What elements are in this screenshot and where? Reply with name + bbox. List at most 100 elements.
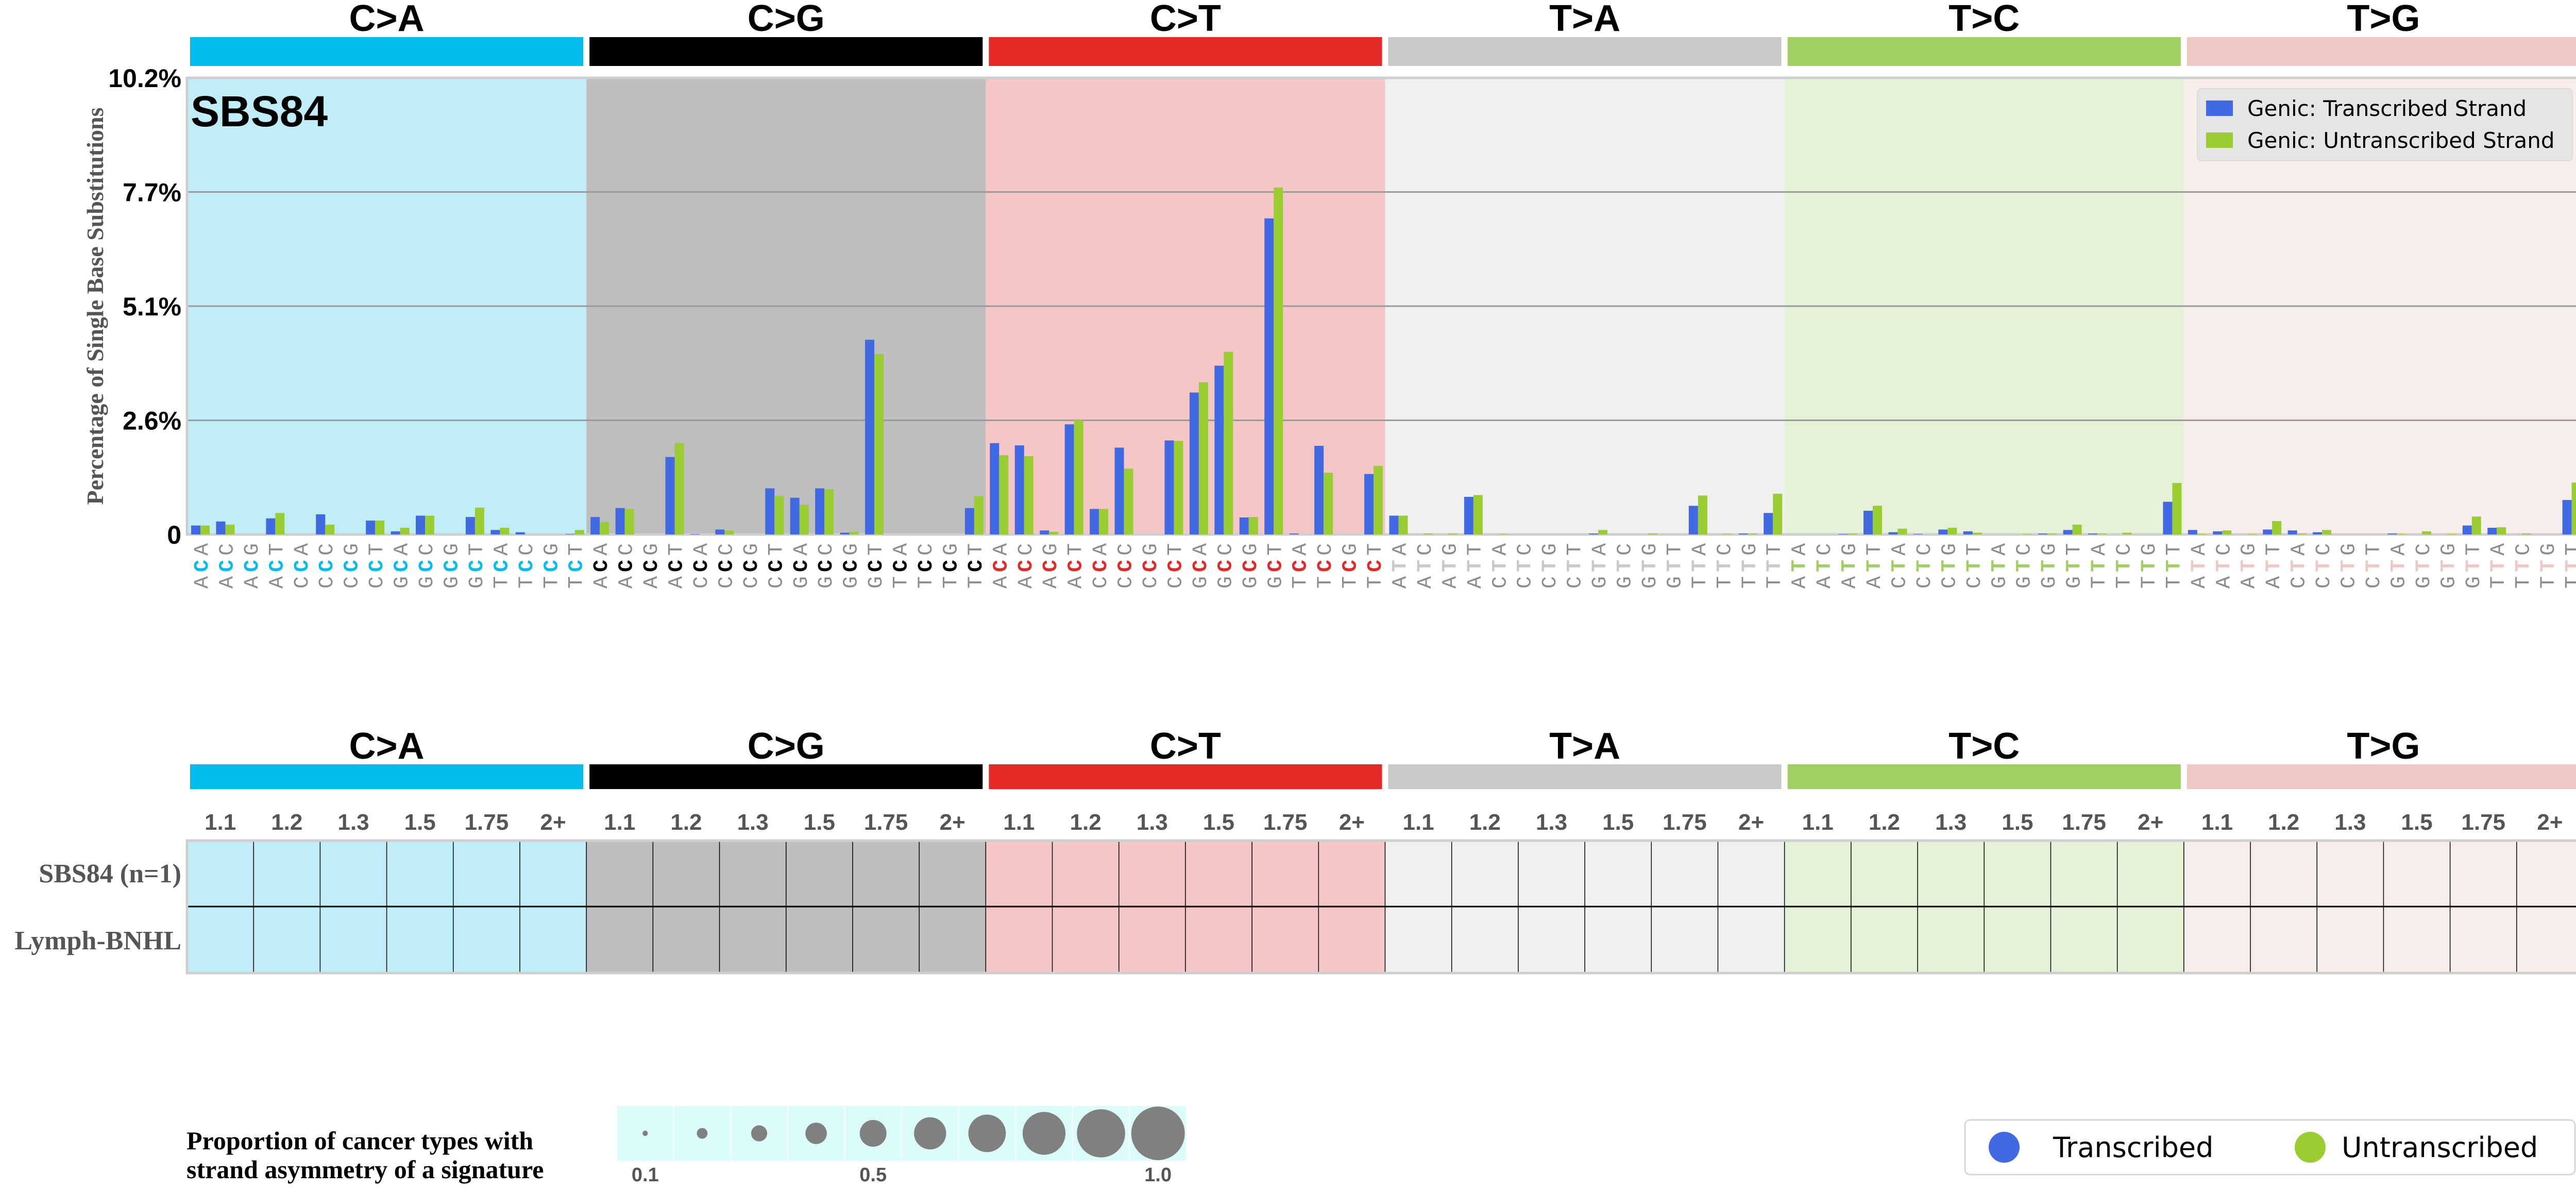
context-letter: C — [291, 572, 314, 589]
context-label: TTT — [2163, 539, 2186, 589]
context-letter: C — [540, 556, 564, 572]
context-letter: C — [391, 556, 414, 572]
context-letter: C — [690, 556, 714, 572]
strand-legend-marker — [2295, 1132, 2326, 1163]
context-letter: T — [1764, 539, 1787, 556]
context-letter: T — [1439, 556, 1462, 572]
bin-label: 1.75 — [1663, 810, 1707, 835]
bar-untranscribed — [1024, 456, 1033, 534]
context-label: GTG — [2038, 539, 2061, 589]
context-label: CTC — [1514, 539, 1537, 589]
context-label: GCT — [1264, 539, 1287, 589]
context-letter: C — [815, 556, 838, 572]
context-label: TCA — [890, 539, 913, 589]
bar-transcribed — [2387, 533, 2397, 534]
bar-transcribed — [615, 508, 625, 534]
context-letter: G — [1938, 539, 1961, 556]
context-letter: T — [1164, 539, 1188, 556]
context-label: ATG — [1439, 539, 1462, 589]
strand-legend-label: Untranscribed — [2342, 1131, 2538, 1164]
context-letter: C — [341, 556, 364, 572]
context-letter: T — [2263, 539, 2286, 556]
context-letter: G — [1214, 572, 1238, 589]
context-label: CTA — [1489, 539, 1512, 589]
bar-untranscribed — [1473, 495, 1483, 534]
context-letter: T — [965, 572, 988, 589]
context-label: TTC — [2513, 539, 2536, 589]
bar-untranscribed — [2222, 530, 2232, 534]
bar-untranscribed — [1423, 533, 1433, 534]
bar-untranscribed — [2322, 530, 2332, 534]
bar-transcribed — [2163, 501, 2173, 534]
context-letter: C — [1090, 556, 1113, 572]
context-letter: C — [1164, 572, 1188, 589]
bin-label: 1.3 — [1137, 810, 1168, 835]
signature-label: SBS84 — [191, 87, 328, 136]
bar-transcribed — [2088, 533, 2098, 534]
context-label: ATA — [1789, 539, 1812, 589]
context-label: ACC — [216, 539, 239, 589]
bar-untranscribed — [1897, 528, 1907, 534]
grid-frame — [185, 839, 2576, 975]
context-label: CTC — [2313, 539, 2336, 589]
context-letter: T — [1988, 556, 2011, 572]
bar-untranscribed — [2047, 533, 2057, 534]
context-letter: C — [2313, 539, 2336, 556]
context-letter: T — [2387, 556, 2411, 572]
context-letter: G — [440, 539, 464, 556]
bar-transcribed — [1863, 510, 1873, 534]
context-letter: C — [1340, 556, 1363, 572]
context-letter: A — [590, 539, 614, 556]
context-letter: C — [666, 556, 689, 572]
context-letter: A — [590, 572, 614, 589]
context-label: TCC — [915, 539, 938, 589]
context-label: ATC — [1414, 539, 1437, 589]
context-label: ACT — [666, 539, 689, 589]
context-letter: T — [1739, 572, 1762, 589]
context-label: ATG — [1839, 539, 1862, 589]
context-letter: A — [1863, 572, 1887, 589]
context-letter: C — [765, 556, 788, 572]
mutation-type-color-bar — [589, 37, 983, 66]
context-letter: G — [241, 539, 264, 556]
bubble — [642, 1130, 648, 1136]
bin-label: 1.5 — [1203, 810, 1234, 835]
mutation-type-header: C>A — [349, 0, 425, 39]
context-letter: G — [391, 572, 414, 589]
context-label: ACT — [1065, 539, 1088, 589]
context-label: CTG — [1539, 539, 1562, 589]
context-letter: C — [1264, 556, 1287, 572]
context-label: TCC — [516, 539, 539, 589]
bar-untranscribed — [1174, 441, 1183, 534]
context-letter: T — [2487, 572, 2511, 589]
bubble — [697, 1128, 708, 1139]
context-label: TTC — [2113, 539, 2136, 589]
context-letter: C — [1314, 539, 1337, 556]
context-letter: A — [1789, 572, 1812, 589]
bar-transcribed — [1189, 392, 1199, 534]
context-letter: T — [2437, 556, 2461, 572]
context-label: TCT — [566, 539, 589, 589]
bar-untranscribed — [1374, 466, 1383, 534]
context-letter: T — [2063, 539, 2087, 556]
context-letter: A — [1814, 572, 1837, 589]
context-label: GTG — [2437, 539, 2461, 589]
bar-untranscribed — [874, 354, 884, 534]
bar-untranscribed — [2072, 524, 2082, 534]
context-letter: C — [915, 556, 938, 572]
bubble — [914, 1117, 946, 1150]
context-letter: T — [1340, 572, 1363, 589]
bin-label: 1.75 — [864, 810, 908, 835]
legend-entry: Genic: Untranscribed Strand — [2247, 128, 2555, 153]
context-letter: G — [2038, 539, 2061, 556]
bar-transcribed — [590, 517, 600, 534]
context-letter: A — [990, 539, 1013, 556]
context-label: CTT — [1564, 539, 1587, 589]
context-letter: G — [1988, 572, 2011, 589]
bar-transcribed — [1264, 218, 1274, 534]
context-letter: T — [1863, 539, 1887, 556]
bar-transcribed — [1589, 533, 1599, 534]
context-letter: G — [2338, 539, 2361, 556]
context-letter: T — [2163, 539, 2186, 556]
bar-untranscribed — [2497, 527, 2506, 534]
